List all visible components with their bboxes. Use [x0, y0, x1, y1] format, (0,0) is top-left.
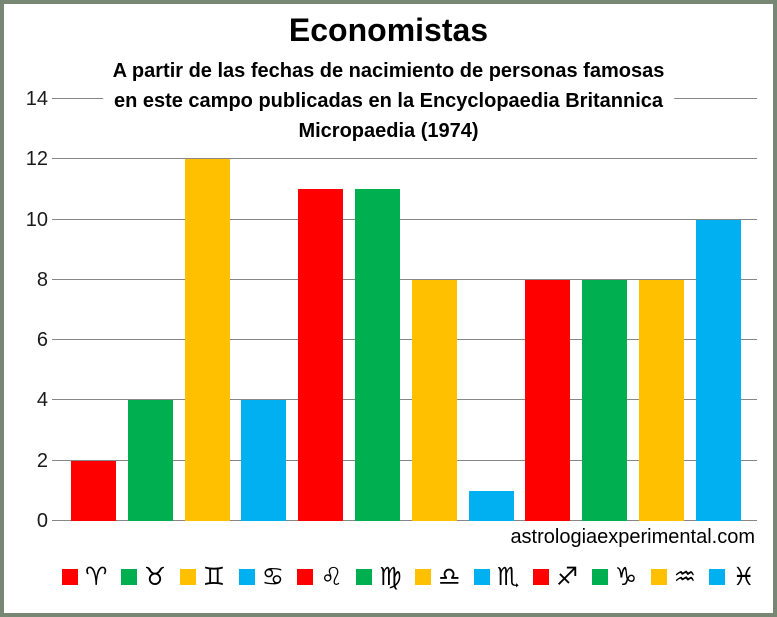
- legend-swatch-sagitario: [532, 569, 549, 585]
- bar-piscis: [695, 219, 741, 521]
- gridline-y12: [52, 158, 757, 160]
- legend-swatch-geminis: [179, 569, 196, 585]
- legend-item-tauro: ♉: [120, 562, 167, 591]
- piscis-zodiac-icon: ♓: [732, 562, 755, 591]
- chart-subtitle-line: en este campo publicadas en la Encyclopa…: [113, 90, 664, 112]
- legend: ♈ ♉ ♊ ♋ ♌ ♍ ♎ ♏ ♐ ♑ ♒ ♓: [62, 560, 755, 594]
- legend-item-piscis: ♓: [709, 562, 755, 591]
- bar-sagitario: [525, 279, 571, 521]
- legend-item-capricornio: ♑: [591, 562, 638, 591]
- gridline-y10: [52, 218, 757, 220]
- bar-escorpio: [468, 490, 514, 521]
- y-axis-tick-label-14: 14: [25, 88, 48, 110]
- leo-zodiac-icon: ♌: [320, 562, 343, 591]
- plot-area: [52, 98, 757, 521]
- bar-capricornio: [582, 279, 628, 521]
- aries-zodiac-icon: ♈: [85, 562, 108, 591]
- geminis-zodiac-icon: ♊: [202, 562, 226, 591]
- tauro-zodiac-icon: ♉: [143, 562, 167, 591]
- y-axis-tick-label-10: 10: [25, 208, 48, 231]
- legend-item-leo: ♌: [297, 562, 343, 591]
- gridline-y2: [52, 459, 757, 461]
- chart-subtitle-line: Micropaedia (1974): [298, 120, 479, 142]
- legend-swatch-virgo: [356, 569, 373, 585]
- gridline-y6: [52, 339, 757, 341]
- virgo-zodiac-icon: ♍: [379, 562, 402, 591]
- bar-acuario: [639, 279, 684, 521]
- bar-libra: [411, 279, 457, 521]
- legend-swatch-libra: [415, 569, 432, 585]
- libra-zodiac-icon: ♎: [438, 562, 461, 591]
- legend-item-geminis: ♊: [179, 562, 226, 591]
- chart-title: Economistas: [288, 12, 489, 48]
- cancer-zodiac-icon: ♋: [261, 562, 284, 591]
- y-axis-tick-label-8: 8: [36, 268, 48, 291]
- legend-item-acuario: ♒: [650, 562, 697, 591]
- legend-item-aries: ♈: [62, 563, 107, 591]
- bar-cancer: [241, 400, 287, 521]
- legend-item-escorpio: ♏: [474, 563, 519, 591]
- watermark-text: astrologiaexperimental.com: [510, 526, 755, 548]
- y-axis-tick-label-4: 4: [36, 389, 48, 412]
- bar-leo: [298, 189, 344, 521]
- chart-subtitle: A partir de las fechas de nacimiento de …: [102, 56, 675, 146]
- bar-geminis: [184, 159, 230, 521]
- bar-virgo: [355, 189, 400, 521]
- legend-item-virgo: ♍: [356, 562, 402, 591]
- sagitario-zodiac-icon: ♐: [555, 562, 579, 591]
- y-axis-tick-label-2: 2: [36, 449, 48, 472]
- legend-swatch-acuario: [650, 569, 667, 585]
- gridline-y8: [52, 278, 757, 280]
- gridline-y4: [52, 399, 757, 401]
- y-axis-tick-label-6: 6: [36, 329, 48, 352]
- legend-swatch-cancer: [238, 569, 255, 585]
- legend-swatch-leo: [297, 569, 314, 585]
- legend-item-cancer: ♋: [238, 562, 284, 591]
- escorpio-zodiac-icon: ♏: [497, 562, 520, 591]
- legend-swatch-tauro: [120, 569, 137, 585]
- gridline-y0: [52, 520, 757, 521]
- y-axis-tick-label-12: 12: [25, 148, 48, 171]
- legend-item-sagitario: ♐: [532, 562, 579, 591]
- bar-aries: [71, 460, 116, 521]
- y-axis: 0 2 4 6 8 10 12 14: [4, 88, 48, 532]
- legend-swatch-aries: [62, 569, 78, 585]
- legend-swatch-escorpio: [474, 569, 491, 585]
- bar-tauro: [127, 400, 173, 521]
- legend-swatch-capricornio: [591, 569, 608, 585]
- legend-item-libra: ♎: [415, 562, 461, 591]
- legend-swatch-piscis: [709, 569, 726, 585]
- chart-subtitle-line: A partir de las fechas de nacimiento de …: [112, 60, 665, 82]
- y-axis-tick-label-0: 0: [36, 510, 48, 532]
- acuario-zodiac-icon: ♒: [673, 562, 697, 591]
- capricornio-zodiac-icon: ♑: [614, 562, 638, 591]
